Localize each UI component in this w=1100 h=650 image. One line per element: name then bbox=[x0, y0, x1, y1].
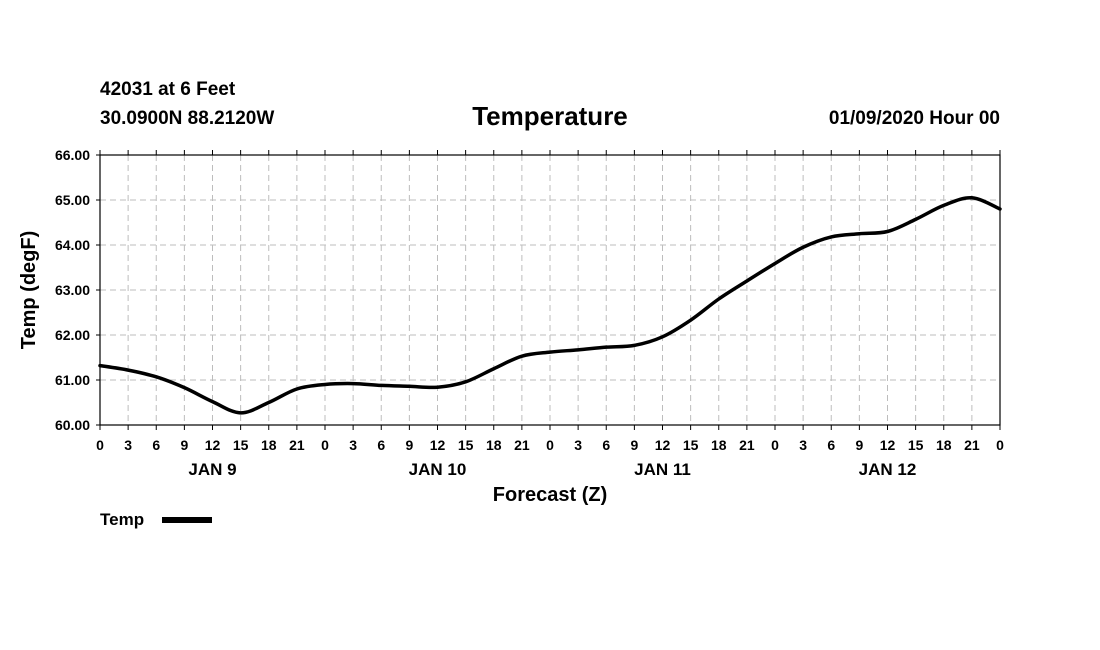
x-axis-title: Forecast (Z) bbox=[493, 484, 607, 506]
x-tick-label: 0 bbox=[546, 437, 554, 453]
x-tick-label: 12 bbox=[205, 437, 221, 453]
y-tick-label: 62.00 bbox=[55, 327, 90, 343]
location-label: 30.0900N 88.2120W bbox=[100, 108, 274, 129]
x-tick-label: 0 bbox=[996, 437, 1004, 453]
legend: Temp bbox=[100, 510, 212, 529]
x-tick-label: 18 bbox=[486, 437, 502, 453]
day-label: JAN 11 bbox=[634, 460, 691, 479]
x-tick-label: 21 bbox=[739, 437, 755, 453]
x-tick-label: 21 bbox=[289, 437, 305, 453]
x-axis-ticks: 0 3 6 9 12 15 18 21 0 3 6 9 12 15 18 21 0 3 6 9 12 15 18 21 0 3 6 9… bbox=[96, 150, 1004, 479]
x-tick-label: 6 bbox=[152, 437, 160, 453]
day-label: JAN 10 bbox=[409, 460, 467, 479]
y-axis-ticks: 60.00 61.00 62.00 63.00 64.00 65.00 66.00 bbox=[55, 147, 100, 433]
x-tick-label: 12 bbox=[655, 437, 671, 453]
x-tick-label: 15 bbox=[233, 437, 249, 453]
x-tick-label: 18 bbox=[261, 437, 277, 453]
run-time-label: 01/09/2020 Hour 00 bbox=[829, 108, 1000, 129]
x-tick-label: 18 bbox=[936, 437, 952, 453]
legend-label: Temp bbox=[100, 510, 144, 529]
x-tick-label: 3 bbox=[349, 437, 357, 453]
x-tick-label: 9 bbox=[405, 437, 413, 453]
x-tick-label: 0 bbox=[96, 437, 104, 453]
x-tick-label: 15 bbox=[458, 437, 474, 453]
y-tick-label: 61.00 bbox=[55, 372, 90, 388]
x-tick-label: 3 bbox=[574, 437, 582, 453]
x-tick-label: 6 bbox=[377, 437, 385, 453]
x-tick-label: 12 bbox=[430, 437, 446, 453]
grid-lines bbox=[100, 155, 1000, 425]
x-tick-label: 21 bbox=[514, 437, 530, 453]
y-tick-label: 60.00 bbox=[55, 417, 90, 433]
x-tick-label: 15 bbox=[908, 437, 924, 453]
x-tick-label: 0 bbox=[321, 437, 329, 453]
x-tick-label: 6 bbox=[827, 437, 835, 453]
station-label: 42031 at 6 Feet bbox=[100, 79, 236, 100]
plot-frame bbox=[99, 154, 1001, 426]
y-tick-label: 63.00 bbox=[55, 282, 90, 298]
y-tick-label: 65.00 bbox=[55, 192, 90, 208]
x-tick-label: 9 bbox=[855, 437, 863, 453]
series-layer bbox=[98, 195, 1002, 415]
x-tick-label: 3 bbox=[799, 437, 807, 453]
x-tick-label: 21 bbox=[964, 437, 980, 453]
y-tick-label: 64.00 bbox=[55, 237, 90, 253]
x-tick-label: 18 bbox=[711, 437, 727, 453]
temp-series-line bbox=[98, 195, 1002, 415]
day-label: JAN 12 bbox=[859, 460, 917, 479]
x-tick-label: 0 bbox=[771, 437, 779, 453]
x-tick-label: 15 bbox=[683, 437, 699, 453]
x-tick-label: 9 bbox=[630, 437, 638, 453]
y-tick-label: 66.00 bbox=[55, 147, 90, 163]
x-tick-label: 12 bbox=[880, 437, 896, 453]
x-tick-label: 9 bbox=[180, 437, 188, 453]
x-tick-label: 6 bbox=[602, 437, 610, 453]
y-axis-title: Temp (degF) bbox=[18, 231, 40, 350]
x-tick-label: 3 bbox=[124, 437, 132, 453]
chart-title: Temperature bbox=[472, 101, 628, 131]
day-label: JAN 9 bbox=[188, 460, 236, 479]
